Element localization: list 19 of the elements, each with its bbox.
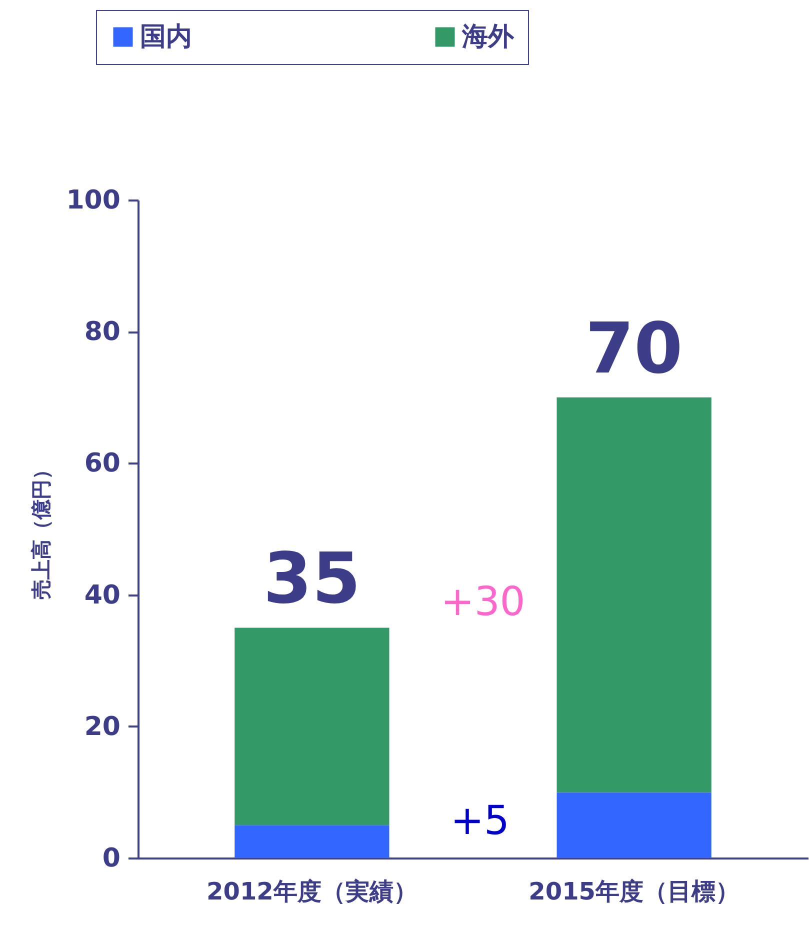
y-tick-label: 80: [84, 317, 120, 348]
legend-label: 海外: [461, 22, 515, 52]
y-tick-label: 20: [84, 712, 120, 742]
x-tick-label: 2012年度（実績）: [206, 878, 418, 906]
annotation: +5: [450, 798, 510, 844]
y-axis-title: 売上高（億円）: [29, 460, 54, 600]
legend-label: 国内: [140, 22, 192, 52]
x-tick-label: 2015年度（目標）: [528, 878, 740, 906]
total-label: 70: [585, 307, 683, 390]
bar: [234, 825, 390, 858]
y-tick-label: 0: [102, 844, 120, 874]
y-tick-label: 40: [84, 580, 120, 610]
y-tick-label: 60: [84, 448, 120, 479]
annotation: +30: [440, 579, 526, 625]
y-tick-label: 100: [66, 186, 120, 216]
total-label: 35: [263, 538, 361, 620]
bar: [556, 792, 712, 858]
bar: [234, 628, 390, 826]
bar: [556, 397, 712, 792]
